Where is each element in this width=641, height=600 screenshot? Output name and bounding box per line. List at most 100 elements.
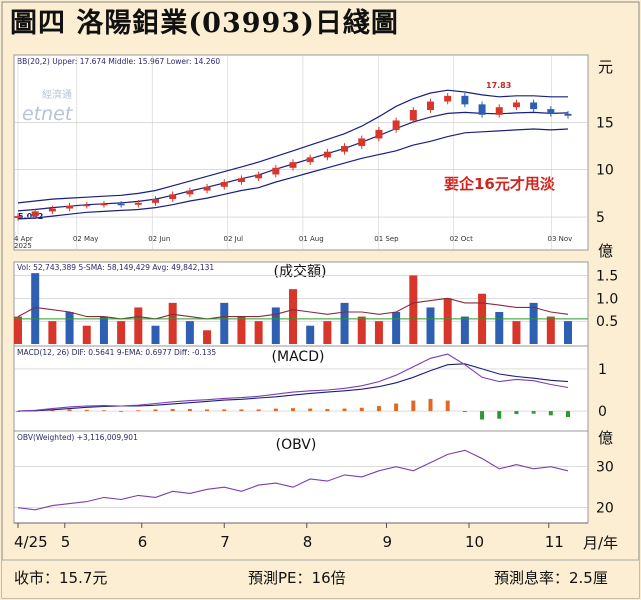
volume-bar	[82, 325, 91, 344]
volume-bar	[220, 302, 229, 344]
candle-body	[134, 202, 142, 205]
volume-bar	[340, 302, 349, 344]
volume-bar	[151, 325, 160, 344]
volume-bar	[546, 316, 555, 344]
bb-upper-line	[17, 89, 568, 204]
macd-histogram-bar	[376, 406, 381, 412]
date-tick-label: 02 May	[73, 235, 99, 243]
watermark-latin: etnet	[22, 103, 74, 125]
watermark-chinese: 經濟通	[42, 88, 72, 101]
candle-body	[203, 186, 211, 191]
volume-tick-label: 1.0	[596, 291, 618, 307]
volume-bar	[426, 307, 435, 344]
footer-pe: 預測PE：16倍	[248, 569, 346, 587]
candle-body	[341, 146, 349, 152]
volume-bar	[323, 321, 332, 344]
volume-bar	[271, 307, 280, 344]
macd-histogram-bar	[566, 411, 570, 418]
volume-bar	[48, 321, 57, 344]
candle-body	[220, 182, 228, 187]
macd-histogram-bar	[16, 411, 20, 412]
obv-line	[17, 449, 569, 511]
volume-bar	[31, 273, 40, 344]
volume-bar	[14, 316, 22, 344]
volume-bar	[203, 330, 212, 344]
macd-histogram-bar	[428, 398, 433, 412]
candle-body	[547, 109, 555, 114]
macd-histogram-bar	[84, 409, 89, 412]
volume-bar	[117, 321, 126, 344]
candle-body	[444, 95, 452, 102]
volume-bar	[237, 316, 246, 344]
macd-tick-label: 0	[598, 404, 607, 420]
date-tick-label: 4 Apr	[14, 235, 33, 243]
macd-histogram-bar	[497, 411, 502, 419]
bb-lower-line	[17, 128, 569, 220]
volume-bar	[134, 307, 143, 344]
candle-body	[48, 208, 56, 212]
volume-tick-label: 0.5	[596, 314, 618, 330]
candle-body	[409, 110, 417, 121]
high-annotation: 17.83	[486, 81, 511, 90]
month-tick-label: 5	[61, 533, 71, 551]
volume-tick-label: 1.5	[596, 268, 618, 284]
volume-bar	[529, 302, 538, 344]
macd-histogram-bar	[411, 400, 416, 412]
candle-body	[512, 102, 520, 108]
macd-histogram-bar	[187, 409, 192, 412]
price-unit: 元	[598, 58, 613, 76]
macd-histogram-bar	[119, 411, 124, 412]
candle-body	[272, 167, 280, 175]
volume-bar	[168, 302, 177, 344]
resistance-note: 要企16元才甩淡	[444, 175, 556, 193]
macd-histogram-bar	[445, 400, 450, 412]
macd-histogram-bar	[101, 410, 106, 412]
macd-histogram-bar	[153, 409, 158, 412]
macd-histogram-bar	[359, 407, 364, 412]
price-tick-label: 10	[596, 163, 614, 179]
candle-body	[31, 211, 39, 217]
month-tick-label: 10	[465, 533, 484, 551]
date-tick-label: 01 Aug	[299, 235, 324, 243]
volume-bar	[185, 321, 194, 344]
month-tick-label: 7	[220, 533, 230, 551]
macd-tick-label: 1	[598, 362, 607, 378]
macd-histogram-bar	[256, 409, 261, 412]
candle-body	[255, 174, 263, 179]
footer-bar	[2, 560, 639, 598]
macd-line	[17, 353, 569, 412]
candle-body	[169, 194, 177, 200]
macd-histogram-bar	[50, 409, 55, 412]
candle-body	[375, 129, 383, 139]
candle-body	[83, 204, 91, 207]
candle-body	[66, 205, 74, 209]
candle-body	[289, 162, 297, 168]
month-tick-label: 4/25	[14, 533, 48, 551]
volume-bar	[289, 289, 297, 344]
volume-unit: 億	[598, 242, 613, 260]
obv-unit: 億	[598, 429, 613, 447]
date-tick-label: 02 Jul	[224, 235, 244, 243]
footer-close: 收市：15.7元	[14, 569, 107, 587]
volume-bar	[306, 325, 315, 344]
macd-histogram-bar	[480, 411, 485, 420]
obv-tick-label: 20	[596, 501, 614, 517]
volume-bar	[443, 298, 452, 344]
candle-body	[495, 107, 503, 115]
volume-bar	[460, 316, 469, 344]
macd-histogram-bar	[325, 409, 330, 412]
candle-body	[186, 190, 194, 195]
month-tick-label: 11	[545, 533, 564, 551]
macd-histogram-bar	[273, 408, 278, 412]
volume-sma-line	[17, 297, 569, 320]
macd-histogram-bar	[67, 409, 72, 412]
volume-bar	[357, 316, 366, 344]
macd-histogram-bar	[514, 411, 519, 415]
volume-legend: Vol: 52,743,389 5-SMA: 58,149,429 Avg: 4…	[17, 263, 214, 272]
price-panel	[13, 54, 589, 251]
candle-body	[14, 216, 22, 219]
month-tick-label: 6	[138, 533, 148, 551]
volume-bar	[65, 312, 74, 344]
month-tick-label: 8	[303, 533, 313, 551]
